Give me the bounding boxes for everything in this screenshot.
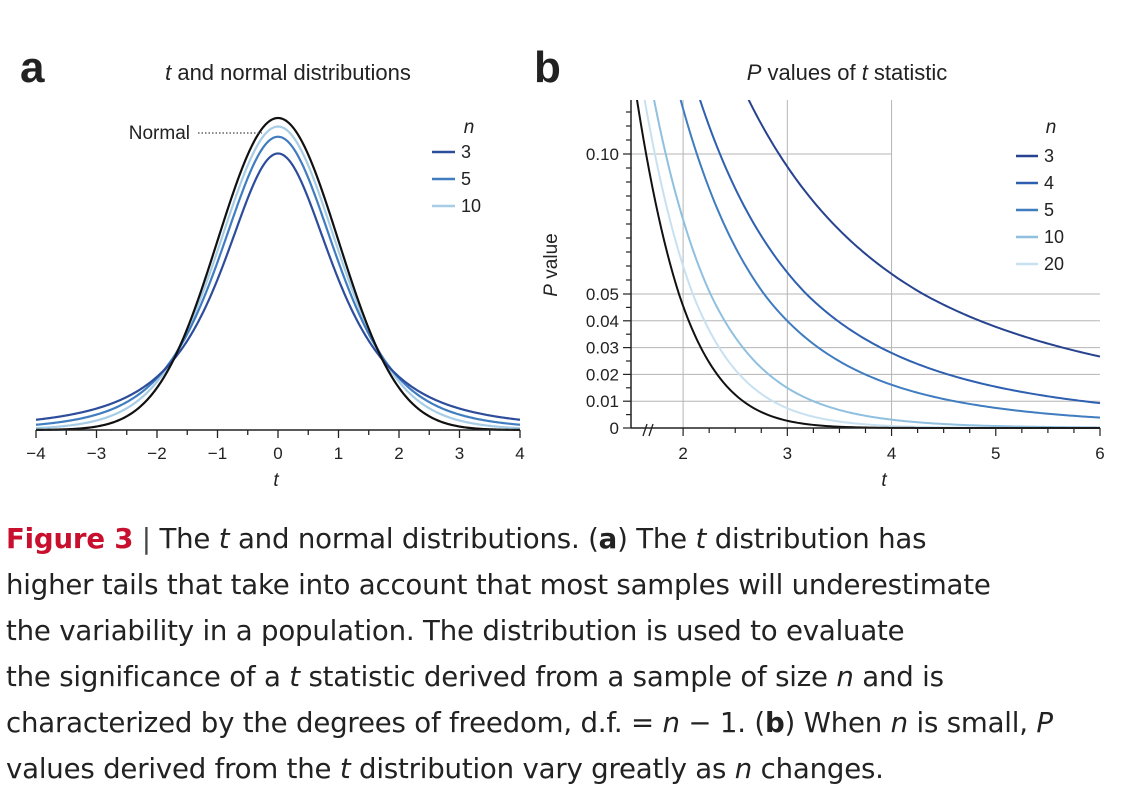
panel-a-x-axis-label: t bbox=[273, 470, 279, 491]
panel-b-y-tick-label: 0 bbox=[610, 419, 619, 438]
panel-b-x-axis-label: t bbox=[881, 470, 887, 491]
caption-line-2: higher tails that take into account that… bbox=[6, 568, 991, 601]
pvalue-curve-n-3 bbox=[747, 100, 1101, 358]
panel-a-letter: a bbox=[20, 43, 45, 92]
panel-b-legend: n 3 4 5 10 20 bbox=[1016, 117, 1064, 274]
panel-b-letter: b bbox=[534, 43, 561, 92]
panel-a-plot-area bbox=[35, 116, 521, 431]
panel-b-grid bbox=[631, 100, 1100, 428]
legend-label-n-3: 3 bbox=[1044, 146, 1054, 166]
figure-label: Figure 3 bbox=[6, 522, 134, 555]
caption-line-3: the variability in a population. The dis… bbox=[6, 614, 905, 647]
panel-a-x-axis: −4 −3 −2 −1 0 1 2 3 4 bbox=[26, 429, 525, 463]
legend-label-n-5: 5 bbox=[461, 169, 471, 189]
panel-a-legend: n 3 5 10 bbox=[432, 117, 481, 216]
curve-normal bbox=[35, 116, 521, 431]
caption-line-5: characterized by the degrees of freedom,… bbox=[6, 706, 1053, 739]
legend-label-n-10: 10 bbox=[461, 196, 481, 216]
panel-a-x-tick-label: −2 bbox=[147, 444, 166, 463]
panel-b-x-tick-label: 4 bbox=[887, 444, 896, 463]
panel-b-x-tick-label: 2 bbox=[678, 444, 687, 463]
normal-curve-label: Normal bbox=[129, 123, 190, 144]
curve-n-3 bbox=[35, 152, 521, 421]
legend-label-n-20: 20 bbox=[1044, 254, 1064, 274]
panel-a-x-tick-label: 4 bbox=[515, 444, 524, 463]
legend-label-n-4: 4 bbox=[1044, 173, 1054, 193]
panel-a-title: t and normal distributions bbox=[165, 60, 411, 85]
pvalue-curve-n-10 bbox=[653, 100, 1101, 429]
panel-b-y-tick-label: 0.01 bbox=[586, 392, 619, 411]
panel-b-y-tick-label: 0.10 bbox=[586, 145, 619, 164]
panel-a-x-tick-label: −3 bbox=[87, 444, 106, 463]
curve-n-5 bbox=[35, 135, 521, 426]
caption-line-4: the significance of a t statistic derive… bbox=[6, 660, 944, 693]
panel-a: a t and normal distributions −4 −3 −2 −1 0 1 2… bbox=[20, 43, 525, 491]
panel-b-title: P values of t statistic bbox=[747, 60, 948, 85]
panel-b-axes: 0 0.01 0.02 0.03 0.04 0.05 0.10 2 3 4 5 6 bbox=[586, 100, 1105, 463]
legend-label-n-3: 3 bbox=[461, 142, 471, 162]
panel-b-legend-title: n bbox=[1046, 117, 1057, 138]
panel-a-x-tick-label: −1 bbox=[208, 444, 227, 463]
x-axis-break-mark bbox=[642, 423, 654, 437]
caption-line-6: values derived from the t distribution v… bbox=[6, 752, 884, 785]
figure-3: a t and normal distributions −4 −3 −2 −1 0 1 2… bbox=[20, 43, 1105, 491]
panel-b-x-tick-label: 6 bbox=[1095, 444, 1104, 463]
pvalue-curve-n-4 bbox=[698, 100, 1101, 405]
figure-caption: Figure 3 | The t and normal distribution… bbox=[6, 516, 1118, 792]
panel-b-y-tick-label: 0.05 bbox=[586, 285, 619, 304]
curve-n-10 bbox=[35, 125, 521, 430]
panel-b-y-tick-label: 0.02 bbox=[586, 365, 619, 384]
panel-b: b P values of t statistic 00.010.020.030… bbox=[534, 43, 1105, 491]
panel-a-x-tick-label: 0 bbox=[273, 444, 282, 463]
panel-b-y-tick-label: 0.03 bbox=[586, 339, 619, 358]
legend-label-n-5: 5 bbox=[1044, 200, 1054, 220]
pvalue-curve-n-5 bbox=[679, 100, 1101, 419]
panel-a-x-tick-label: 3 bbox=[455, 444, 464, 463]
legend-label-n-10: 10 bbox=[1044, 227, 1064, 247]
panel-b-y-tick-label: 0.04 bbox=[586, 312, 619, 331]
panel-b-y-axis-label: P value bbox=[541, 233, 562, 296]
panel-a-x-tick-label: −4 bbox=[26, 444, 45, 463]
panel-b-x-tick-label: 5 bbox=[991, 444, 1000, 463]
caption-line-1: Figure 3 | The t and normal distribution… bbox=[6, 522, 927, 555]
panel-a-x-tick-label: 2 bbox=[394, 444, 403, 463]
panel-a-legend-title: n bbox=[464, 117, 475, 138]
panel-a-x-tick-label: 1 bbox=[334, 444, 343, 463]
panel-b-x-tick-label: 3 bbox=[783, 444, 792, 463]
